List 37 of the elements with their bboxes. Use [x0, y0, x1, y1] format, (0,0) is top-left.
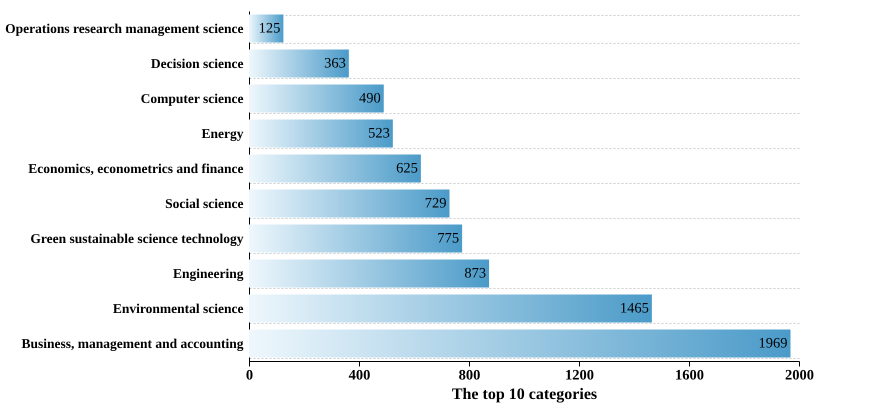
data-label: 1465 [620, 300, 649, 316]
y-tick-label: Green sustainable science technology [30, 231, 244, 246]
x-tick-label: 800 [458, 368, 480, 384]
y-tick-label: Environmental science [112, 301, 244, 316]
bar [249, 154, 421, 182]
data-label: 363 [324, 56, 346, 72]
x-tick-label: 1600 [675, 368, 704, 384]
bar [249, 260, 490, 288]
y-tick-label: Engineering [172, 266, 244, 281]
data-label: 523 [368, 126, 390, 142]
data-label: 873 [464, 266, 486, 282]
x-tick-label: 1200 [565, 368, 594, 384]
bar [249, 50, 349, 78]
y-tick-label: Energy [202, 126, 244, 141]
bar [249, 14, 284, 42]
data-label: 729 [424, 196, 446, 212]
y-tick-label: Economics, econometrics and finance [28, 161, 244, 176]
x-axis-title: The top 10 categories [452, 386, 598, 403]
y-tick-label: Business, management and accounting [21, 336, 244, 351]
y-tick-label: Social science [165, 196, 244, 211]
x-tick-label: 2000 [785, 368, 814, 384]
data-label: 625 [396, 160, 418, 176]
y-tick-label: Operations research management science [5, 21, 244, 36]
y-tick-label: Decision science [150, 56, 244, 71]
bar [249, 190, 450, 218]
data-label: 490 [359, 90, 381, 106]
bar [249, 224, 462, 252]
x-tick-label: 400 [348, 368, 370, 384]
data-label: 775 [437, 230, 460, 246]
bar [249, 294, 652, 322]
data-label: 125 [258, 20, 280, 36]
x-tick-label: 0 [246, 368, 254, 384]
bar [249, 120, 393, 148]
data-label: 1969 [758, 336, 788, 352]
bar [249, 330, 790, 358]
bar [249, 84, 384, 112]
y-tick-label: Computer science [140, 91, 244, 106]
